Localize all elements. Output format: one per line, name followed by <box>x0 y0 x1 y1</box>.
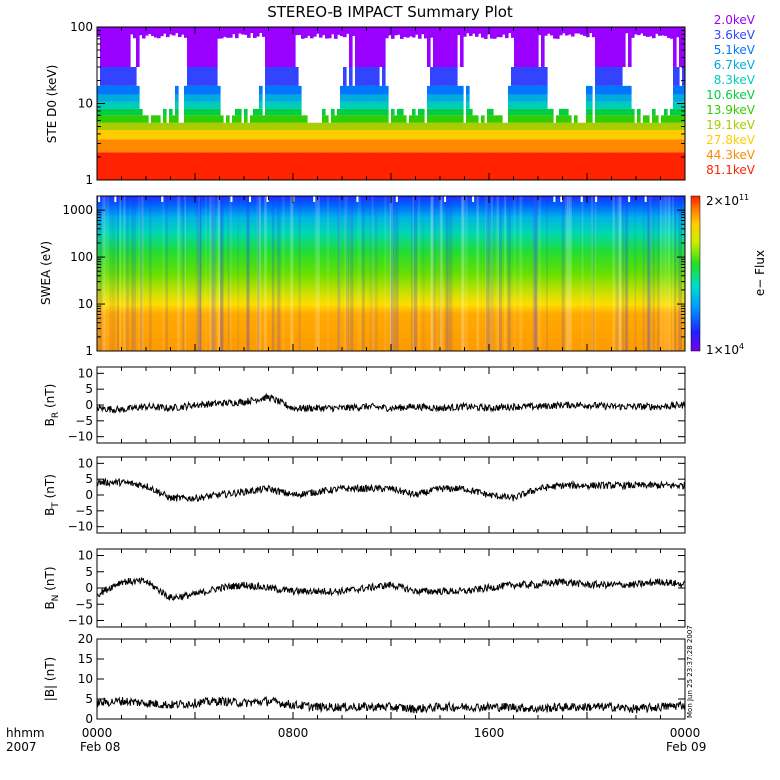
swea-ylabel: SWEA (eV) <box>39 241 53 305</box>
legend-item: 81.1keV <box>706 163 756 177</box>
colorbar-top-label: 2×1011 <box>706 193 749 208</box>
legend-item: 3.6keV <box>714 28 756 42</box>
legend-item: 27.8keV <box>706 133 756 147</box>
bn-panel: 10 5 0 −5 −10 BN (nT) <box>43 548 686 628</box>
energy-legend: 2.0keV3.6keV5.1keV6.7keV8.3keV10.6keV13.… <box>706 13 756 177</box>
legend-item: 13.9keV <box>706 103 756 117</box>
bmag-tick-label: 15 <box>78 652 93 666</box>
bn-tick-label: 0 <box>85 581 93 595</box>
timestamp-stamp: Mon Jun 25 23:37:28 2007 <box>686 625 694 718</box>
legend-item: 5.1keV <box>714 43 756 57</box>
ste-tick-label: 1 <box>85 173 93 187</box>
swea-tick-label: 100 <box>70 250 93 264</box>
br-tick-label: −5 <box>75 414 93 428</box>
br-tick-label: 0 <box>85 398 93 412</box>
ste-tick-label: 100 <box>70 20 93 34</box>
date-end: Feb 09 <box>666 740 706 754</box>
time-axis-labels: hhmm 0000 0800 1600 0000 2007 Feb 08 Feb… <box>6 726 706 754</box>
bt-tick-label: 0 <box>85 488 93 502</box>
ste-tick-label: 10 <box>78 97 93 111</box>
swea-tick-label: 1 <box>85 344 93 358</box>
tick-label-1600: 1600 <box>474 726 505 740</box>
bn-tick-label: 5 <box>85 565 93 579</box>
legend-item: 19.1keV <box>706 118 756 132</box>
footer-year: 2007 <box>6 740 37 754</box>
bt-tick-label: −5 <box>75 504 93 518</box>
colorbar-bottom-label: 1×104 <box>706 342 744 357</box>
bn-tick-label: −5 <box>75 597 93 611</box>
ste-spectrogram <box>97 27 685 180</box>
swea-tick-label: 10 <box>78 297 93 311</box>
ste-panel: 1 10 100 STE D0 (keV) 2.0keV3.6keV5.1keV6.… <box>45 13 756 187</box>
bmag-tick-label: 0 <box>85 712 93 726</box>
bmag-series-line <box>96 695 686 714</box>
footer-hhmm: hhmm <box>6 726 45 740</box>
br-tick-label: 5 <box>85 382 93 396</box>
br-series-line <box>96 392 686 415</box>
legend-item: 44.3keV <box>706 148 756 162</box>
bt-ylabel: BT (nT) <box>43 474 61 516</box>
tick-label-0000: 0000 <box>82 726 113 740</box>
legend-item: 2.0keV <box>714 13 756 27</box>
ste-ylabel: STE D0 (keV) <box>45 65 59 144</box>
chart-title: STEREO-B IMPACT Summary Plot <box>267 3 513 21</box>
bt-series-line <box>96 477 686 503</box>
bt-tick-label: −10 <box>68 520 93 534</box>
colorbar-title: e− Flux <box>753 250 767 296</box>
br-ylabel: BR (nT) <box>43 384 61 427</box>
tick-label-end-0000: 0000 <box>670 726 701 740</box>
bmag-tick-label: 5 <box>85 692 93 706</box>
bt-tick-label: 5 <box>85 472 93 486</box>
swea-spectrogram <box>97 196 685 351</box>
legend-item: 8.3keV <box>714 73 756 87</box>
bmag-tick-label: 10 <box>78 672 93 686</box>
br-tick-label: −10 <box>68 430 93 444</box>
swea-panel: 1 10 100 1000 SWEA (eV) 2×1011 1×104 e− Flu… <box>39 193 767 358</box>
tick-label-0800: 0800 <box>278 726 309 740</box>
bn-frame <box>96 548 686 628</box>
bn-ylabel: BN (nT) <box>43 566 61 609</box>
swea-tick-label: 1000 <box>62 203 93 217</box>
bn-tick-label: 10 <box>78 549 93 563</box>
br-panel: 10 5 0 −5 −10 BR (nT) <box>43 366 686 444</box>
colorbar <box>690 195 701 352</box>
bt-tick-label: 10 <box>78 456 93 470</box>
bn-tick-label: −10 <box>68 614 93 628</box>
date-start: Feb 08 <box>80 740 120 754</box>
bt-panel: 10 5 0 −5 −10 BT (nT) <box>43 456 686 534</box>
bmag-ylabel: |B| (nT) <box>43 657 57 701</box>
bt-frame <box>96 456 686 534</box>
bmag-panel: 20 15 10 5 0 |B| (nT) Mon Jun 25 23:37:28 20… <box>43 625 694 726</box>
legend-item: 10.6keV <box>706 88 756 102</box>
bn-series-line <box>96 576 686 601</box>
br-tick-label: 10 <box>78 366 93 380</box>
legend-item: 6.7keV <box>714 58 756 72</box>
bmag-tick-label: 20 <box>78 632 93 646</box>
